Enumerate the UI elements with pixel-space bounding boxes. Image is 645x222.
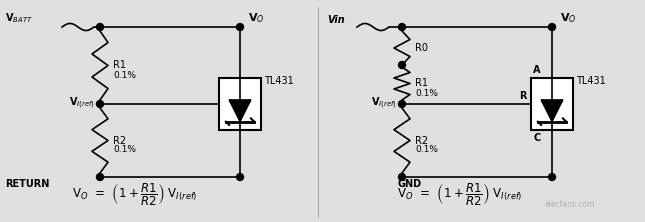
Circle shape (548, 24, 555, 30)
Text: V$_O$: V$_O$ (248, 11, 264, 25)
Circle shape (399, 101, 406, 107)
Text: R1: R1 (113, 61, 126, 71)
Text: V$_{I(ref)}$: V$_{I(ref)}$ (69, 95, 95, 111)
Text: V$_{I(ref)}$: V$_{I(ref)}$ (372, 95, 397, 111)
Text: R: R (519, 91, 527, 101)
Text: R1: R1 (415, 79, 428, 89)
Text: 0.1%: 0.1% (415, 145, 438, 155)
Circle shape (548, 174, 555, 180)
Text: 0.1%: 0.1% (113, 71, 136, 79)
Text: GND: GND (397, 179, 421, 189)
Text: V$_O$  =  $\left(1 + \dfrac{R1}{R2}\right)$ V$_{I(ref)}$: V$_O$ = $\left(1 + \dfrac{R1}{R2}\right)… (72, 181, 198, 207)
Text: Vin: Vin (327, 15, 344, 25)
Circle shape (399, 24, 406, 30)
Text: RETURN: RETURN (5, 179, 50, 189)
Text: A: A (533, 65, 541, 75)
Text: 0.1%: 0.1% (415, 89, 438, 97)
Text: elecfans.com: elecfans.com (545, 200, 595, 208)
Bar (219, 78, 261, 130)
Text: TL431: TL431 (576, 76, 606, 86)
Circle shape (237, 174, 244, 180)
Text: C: C (533, 133, 541, 143)
Circle shape (237, 24, 244, 30)
Circle shape (97, 101, 103, 107)
Polygon shape (541, 100, 563, 122)
Text: R0: R0 (415, 43, 428, 53)
Text: R2: R2 (415, 135, 428, 145)
Text: R2: R2 (113, 135, 126, 145)
Circle shape (97, 24, 103, 30)
Polygon shape (229, 100, 251, 122)
Text: V$_O$: V$_O$ (560, 11, 577, 25)
Text: V$_{BATT}$: V$_{BATT}$ (5, 11, 33, 25)
Circle shape (399, 61, 406, 69)
Text: 0.1%: 0.1% (113, 145, 136, 155)
Circle shape (399, 174, 406, 180)
Bar (531, 78, 573, 130)
Text: V$_O$  =  $\left(1 + \dfrac{R1}{R2}\right)$ V$_{I(ref)}$: V$_O$ = $\left(1 + \dfrac{R1}{R2}\right)… (397, 181, 522, 207)
Text: TL431: TL431 (264, 76, 293, 86)
Circle shape (97, 174, 103, 180)
